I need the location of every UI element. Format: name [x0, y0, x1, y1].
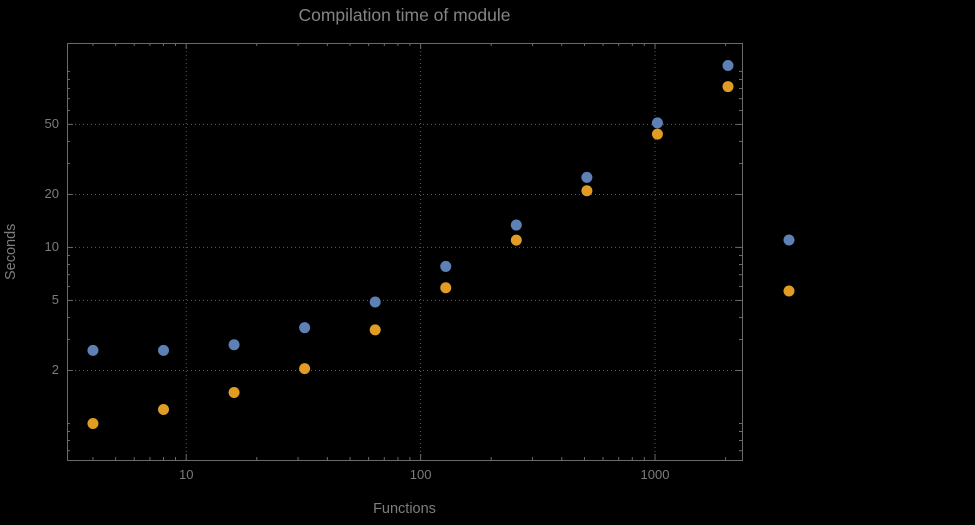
data-point-series-1: [299, 322, 311, 334]
data-point-series-2: [158, 404, 170, 416]
data-point-series-2: [722, 81, 734, 93]
data-point-series-1: [158, 344, 170, 356]
data-point-series-1: [369, 296, 381, 308]
x-tick-label: 100: [409, 467, 432, 482]
data-point-series-1: [722, 60, 734, 72]
data-point-series-1: [87, 344, 99, 356]
data-point-series-1: [228, 339, 240, 351]
data-point-series-2: [510, 234, 522, 246]
y-tick-label: 20: [44, 186, 59, 202]
data-point-series-2: [87, 417, 99, 429]
y-tick-label: 10: [44, 239, 59, 255]
data-point-series-2: [440, 282, 452, 294]
data-point-series-2: [299, 363, 311, 375]
x-axis-label: Functions: [373, 501, 436, 517]
data-point-series-1: [440, 260, 452, 272]
y-tick-label: 50: [44, 116, 59, 132]
chart-title: Compilation time of module: [298, 5, 511, 25]
x-tick-label: 1000: [640, 467, 670, 482]
data-point-series-2: [651, 128, 663, 140]
data-point-series-2: [369, 324, 381, 336]
legend-marker-2: [783, 285, 795, 297]
y-tick-label: 2: [51, 362, 59, 378]
plot-frame: [67, 43, 743, 461]
data-point-series-2: [581, 185, 593, 197]
y-tick-label: 5: [51, 292, 59, 308]
data-point-series-1: [510, 219, 522, 231]
x-tick-label: 10: [178, 467, 194, 482]
data-point-series-2: [228, 386, 240, 398]
data-point-series-1: [581, 171, 593, 183]
legend-marker-1: [783, 234, 795, 246]
data-point-series-1: [651, 117, 663, 129]
